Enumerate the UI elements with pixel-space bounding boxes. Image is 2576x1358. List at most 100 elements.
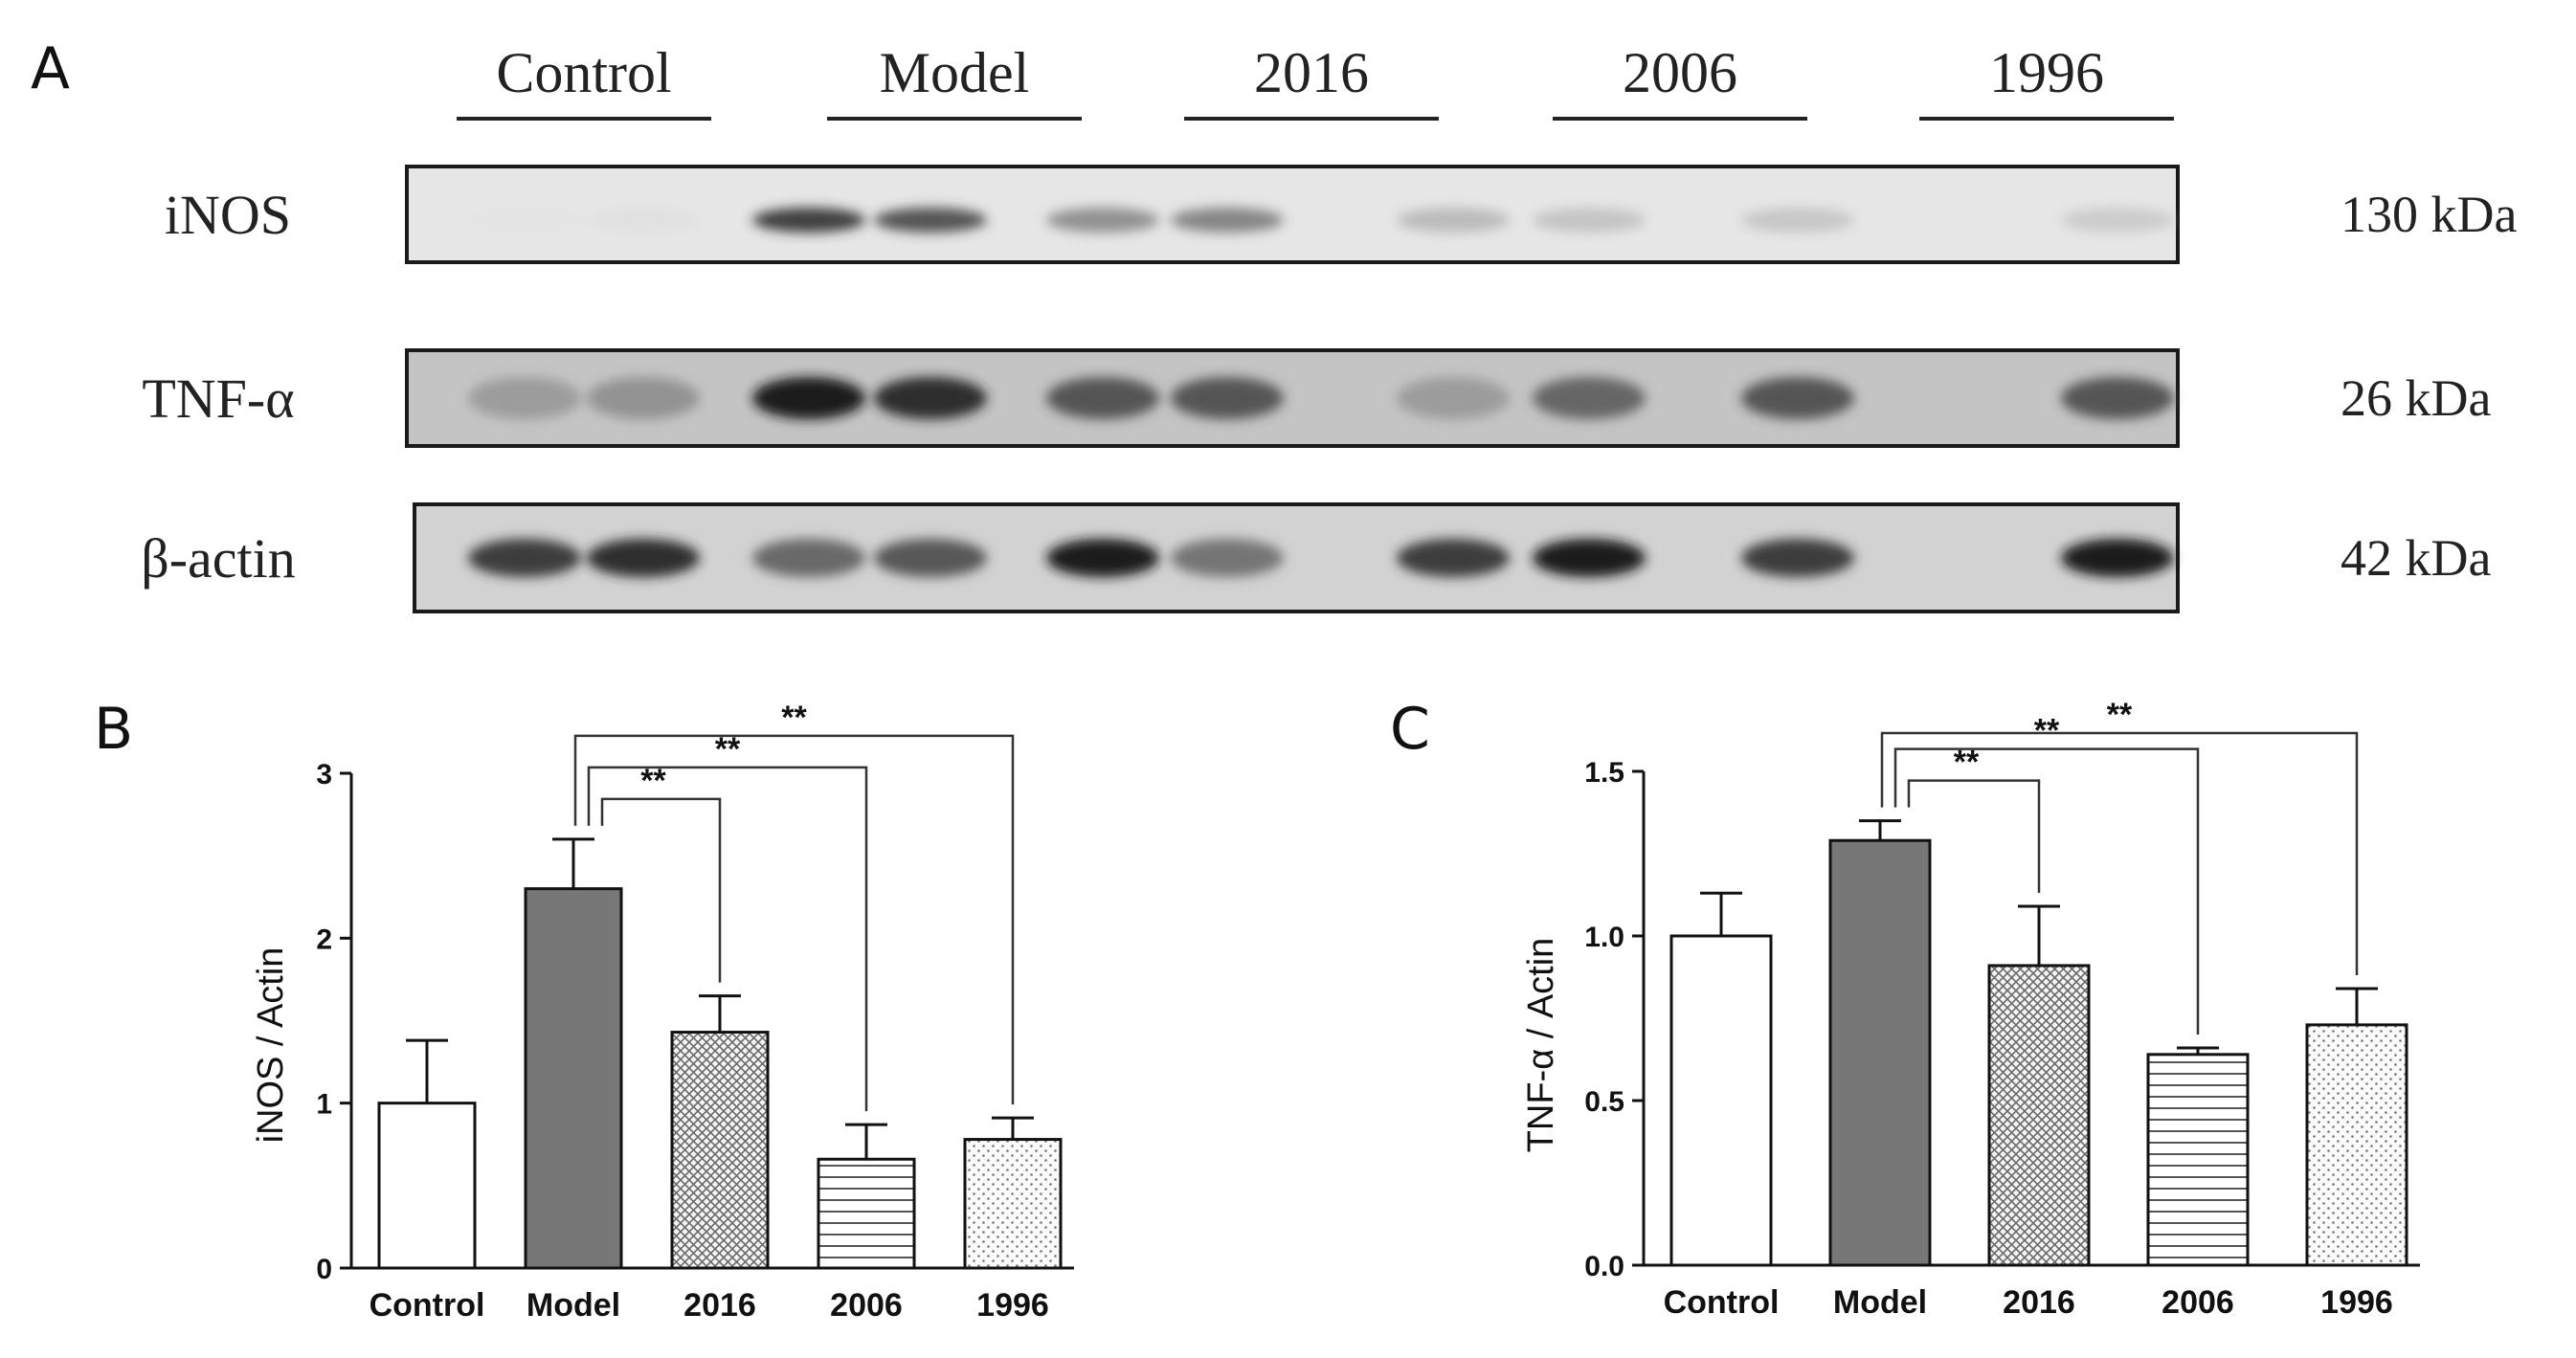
- y-tick-label: 3: [316, 759, 332, 790]
- significance-bracket-2016: **: [1907, 745, 2041, 894]
- x-tick-label-model: Model: [526, 1287, 620, 1324]
- bracket-line: [573, 734, 1015, 1105]
- blot-band: [1741, 377, 1854, 419]
- blot-membrane: [405, 348, 2180, 448]
- y-tick-label: 1.5: [1584, 757, 1624, 789]
- panel-letter-c: C: [1390, 696, 1430, 763]
- blot-band: [1397, 377, 1510, 419]
- blot-band: [1046, 377, 1159, 419]
- blot-band: [874, 377, 987, 419]
- significance-label: **: [2034, 713, 2060, 749]
- bar-2006: [817, 1157, 916, 1270]
- y-tick-label: 0.0: [1584, 1251, 1624, 1282]
- bracket-line: [587, 766, 868, 1112]
- significance-bracket-1996: **: [1880, 697, 2359, 976]
- blot-group-label-1996: 1996: [1989, 41, 2104, 104]
- blot-band: [587, 377, 700, 419]
- blot-band: [1397, 208, 1510, 233]
- blot-membrane: [405, 165, 2180, 264]
- blot-band: [752, 539, 865, 577]
- blot-band: [2061, 377, 2174, 419]
- blot-row-label: iNOS: [165, 184, 291, 246]
- blot-membrane: [413, 502, 2180, 613]
- blot-band: [1533, 208, 1646, 233]
- panel-letter-b: B: [94, 696, 133, 763]
- blot-row-label: TNF-α: [142, 367, 294, 430]
- blot-band: [2061, 208, 2174, 233]
- inos-bar-chart: B iNOS / Actin 0 1 2 3 Control Model 2016 2006 1…: [94, 696, 1074, 1324]
- blot-band: [468, 539, 581, 577]
- significance-label: **: [1954, 745, 1980, 781]
- x-tick-label-1996: 1996: [976, 1287, 1049, 1324]
- blot-band: [874, 539, 987, 577]
- significance-label: **: [2107, 697, 2133, 733]
- significance-bracket-1996: **: [573, 700, 1015, 1105]
- blot-band: [1741, 208, 1854, 233]
- tnf-bar-chart: C TNF-α / Actin 0.0 0.5 1.0 1.5 Control Model…: [1390, 696, 2420, 1321]
- blot-band: [1171, 377, 1284, 419]
- y-tick-label: 0.5: [1584, 1086, 1624, 1118]
- x-tick-label-model: Model: [1833, 1284, 1927, 1321]
- x-tick-label-2006: 2006: [2162, 1284, 2234, 1321]
- panel-letter-a: A: [31, 35, 70, 102]
- blot-band: [1533, 377, 1646, 419]
- blot-band: [587, 208, 700, 233]
- bracket-line: [1907, 779, 2041, 894]
- blot-band: [874, 208, 987, 233]
- bracket-line: [1880, 731, 2359, 976]
- bar-1996: [2305, 1023, 2408, 1267]
- blot-rows: iNOS 130 kDa TNF-α 26 kDa β-actin 42 kDa: [141, 165, 2517, 613]
- blot-band: [468, 208, 581, 233]
- blot-group-headers: Control Model 2016 2006 1996: [457, 41, 2174, 121]
- bar-model: [524, 887, 623, 1270]
- x-tick-label-2006: 2006: [830, 1287, 903, 1324]
- y-tick-label: 0: [316, 1254, 332, 1285]
- blot-bands: [468, 208, 2174, 233]
- blot-band: [1533, 539, 1646, 577]
- y-axis-title-c: TNF-α / Actin: [1521, 938, 1561, 1153]
- bar-2006: [2146, 1053, 2250, 1267]
- blot-band: [1171, 539, 1284, 577]
- x-tick-label-control: Control: [370, 1287, 485, 1324]
- western-blot-panel: A Control Model 2016 2006 1996 iNOS 130 kDa TN…: [31, 35, 2517, 613]
- blot-band: [1046, 208, 1159, 233]
- bar-model: [1828, 838, 1932, 1267]
- significance-label: **: [640, 763, 666, 799]
- blot-band: [1397, 539, 1510, 577]
- blot-row-inos: iNOS 130 kDa: [165, 165, 2517, 264]
- x-tick-label-2016: 2016: [2003, 1284, 2075, 1321]
- bracket-line: [1893, 747, 2200, 1035]
- y-tick-label: 1: [316, 1089, 332, 1121]
- blot-group-label-model: Model: [880, 41, 1030, 104]
- molecular-weight-label: 26 kDa: [2341, 369, 2491, 427]
- blot-row-tnf: TNF-α 26 kDa: [142, 348, 2491, 448]
- blot-band: [1171, 208, 1284, 233]
- y-axis-title-b: iNOS / Actin: [251, 947, 291, 1144]
- blot-band: [752, 208, 865, 233]
- blot-band: [587, 539, 700, 577]
- blot-bands: [468, 539, 2174, 577]
- significance-label: **: [781, 700, 807, 736]
- y-tick-label: 2: [316, 924, 332, 955]
- blot-group-label-2006: 2006: [1623, 41, 1737, 104]
- significance-label: **: [715, 731, 741, 768]
- bar-control: [377, 1102, 477, 1270]
- x-tick-label-1996: 1996: [2320, 1284, 2393, 1321]
- blot-row-beta-actin: β-actin 42 kDa: [141, 502, 2491, 613]
- x-tick-label-2016: 2016: [683, 1287, 756, 1324]
- blot-band: [1741, 539, 1854, 577]
- blot-group-label-control: Control: [496, 41, 671, 104]
- bar-1996: [963, 1138, 1063, 1270]
- significance-bracket-2016: **: [600, 763, 722, 983]
- blot-band: [1046, 539, 1159, 577]
- significance-bracket-2006: **: [587, 731, 868, 1112]
- bar-control: [1669, 934, 1773, 1267]
- blot-group-label-2016: 2016: [1254, 41, 1369, 104]
- blot-band: [468, 377, 581, 419]
- significance-bracket-2006: **: [1893, 713, 2200, 1035]
- blot-band: [752, 377, 865, 419]
- x-tick-label-control: Control: [1664, 1284, 1780, 1321]
- blot-bands: [468, 377, 2174, 419]
- bar-2016: [1987, 964, 2091, 1267]
